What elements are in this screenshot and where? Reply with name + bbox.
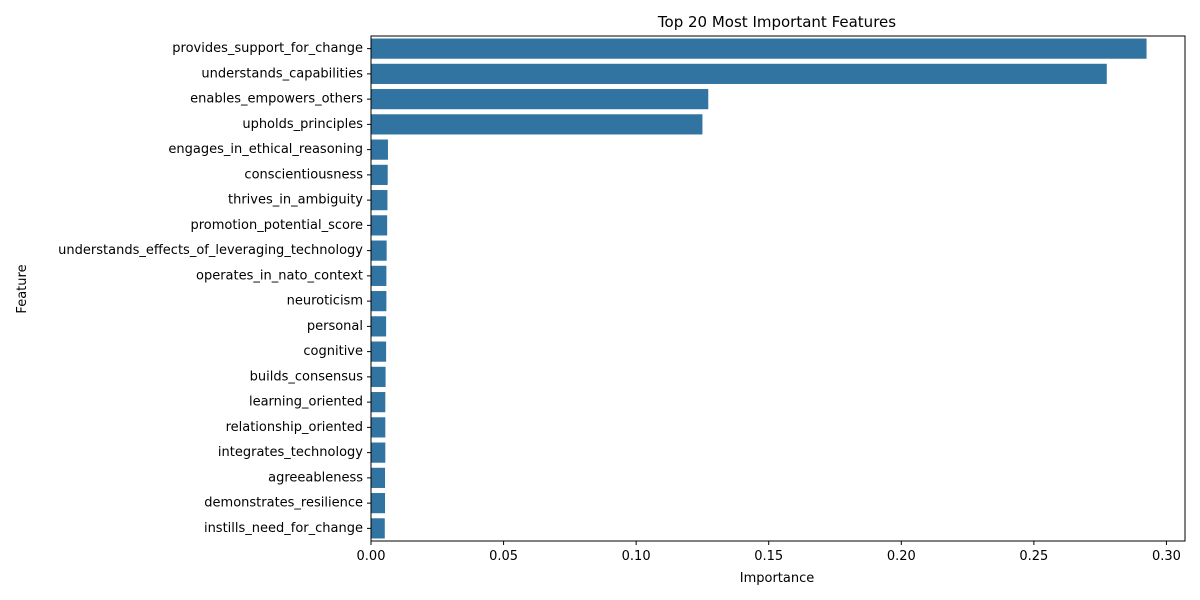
x-tick-label: 0.10 (622, 549, 651, 564)
x-tick-label: 0.00 (357, 549, 386, 564)
y-tick-label: agreeableness (268, 470, 363, 485)
bar-cognitive (371, 341, 387, 362)
y-tick-label: builds_consensus (250, 369, 364, 384)
bar-upholds-principles (371, 114, 703, 135)
x-tick-label: 0.30 (1152, 549, 1181, 564)
bar-integrates-technology (371, 442, 386, 463)
y-tick-label: engages_in_ethical_reasoning (168, 142, 363, 157)
y-tick-label: understands_effects_of_leveraging_techno… (58, 243, 363, 258)
bar-demonstrates-resilience (371, 493, 386, 514)
y-axis-ticks: provides_support_for_change understands_c… (58, 41, 371, 536)
y-tick-label: enables_empowers_others (190, 92, 363, 107)
y-tick-label: provides_support_for_change (172, 41, 363, 56)
y-tick-label: upholds_principles (242, 117, 363, 132)
bar-operates-in-nato-context (371, 265, 387, 286)
bar-builds-consensus (371, 366, 386, 387)
x-tick-label: 0.25 (1019, 549, 1048, 564)
bar-relationship-oriented (371, 417, 386, 438)
chart-title: Top 20 Most Important Features (657, 13, 896, 31)
bars-group (371, 38, 1147, 539)
bar-engages-in-ethical-reasoning (371, 139, 388, 160)
y-tick-label: instills_need_for_change (204, 521, 363, 536)
y-tick-label: personal (307, 319, 363, 334)
y-tick-label: demonstrates_resilience (204, 496, 363, 511)
bar-agreeableness (371, 467, 386, 488)
bar-provides-support-for-change (371, 38, 1147, 59)
y-tick-label: conscientiousness (244, 167, 363, 182)
y-tick-label: relationship_oriented (226, 420, 363, 435)
x-axis-label: Importance (740, 571, 815, 586)
bar-enables-empowers-others (371, 89, 709, 110)
y-tick-label: integrates_technology (218, 445, 363, 460)
y-tick-label: thrives_in_ambiguity (228, 193, 363, 208)
y-tick-label: neuroticism (287, 294, 363, 309)
bar-conscientiousness (371, 164, 388, 185)
bar-personal (371, 316, 387, 337)
x-axis-ticks: 0.00 0.05 0.10 0.15 0.20 0.25 0.30 (357, 541, 1181, 564)
x-tick-label: 0.15 (754, 549, 783, 564)
plot-frame (370, 35, 1186, 542)
bar-understands-capabilities (371, 63, 1107, 84)
y-axis-label: Feature (15, 264, 30, 313)
bar-learning-oriented (371, 392, 386, 413)
bar-understands-effects-of-leveraging-technology (371, 240, 387, 261)
y-tick-label: operates_in_nato_context (196, 268, 363, 283)
y-tick-label: promotion_potential_score (190, 218, 363, 233)
y-tick-label: understands_capabilities (201, 66, 363, 81)
bar-instills-need-for-change (371, 518, 385, 539)
bar-neuroticism (371, 291, 387, 312)
x-tick-label: 0.20 (887, 549, 916, 564)
bar-thrives-in-ambiguity (371, 190, 388, 211)
bar-promotion-potential-score (371, 215, 388, 236)
y-tick-label: learning_oriented (249, 395, 363, 410)
y-tick-label: cognitive (303, 344, 363, 359)
x-tick-label: 0.05 (489, 549, 518, 564)
